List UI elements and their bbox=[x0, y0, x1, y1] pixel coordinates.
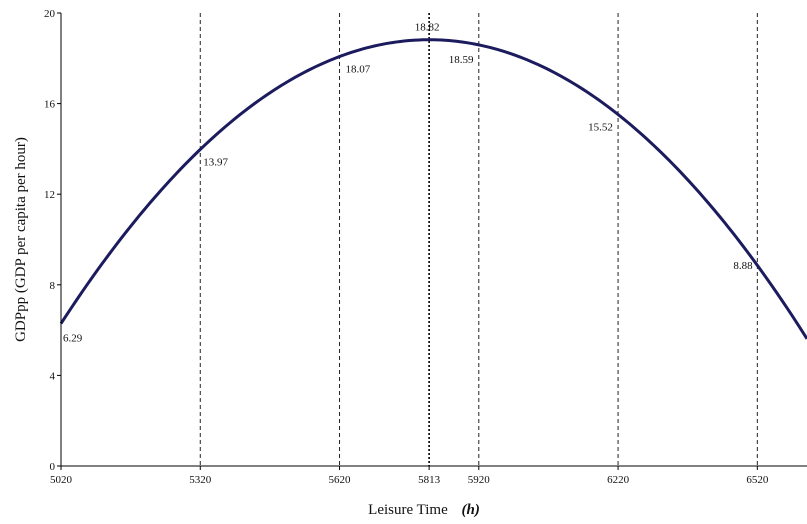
x-tick-label: 6220 bbox=[607, 474, 630, 486]
x-tick-label: 6520 bbox=[746, 474, 769, 486]
x-axis-title-text: Leisure Time bbox=[368, 502, 448, 518]
point-label: 15.52 bbox=[588, 121, 613, 133]
point-label: 18.59 bbox=[449, 54, 474, 66]
x-tick-label: 5620 bbox=[329, 474, 352, 486]
y-tick-label: 12 bbox=[44, 189, 55, 201]
x-axis-title-unit-open: ( bbox=[462, 502, 468, 518]
y-ticks: 0 4 8 12 16 20 bbox=[44, 8, 61, 473]
point-labels: 6.29 13.97 18.07 18.82 18.59 15.52 8.88 bbox=[63, 22, 753, 345]
point-label: 13.97 bbox=[203, 157, 228, 169]
gdppp-curve bbox=[59, 38, 807, 340]
x-tick-label: 5320 bbox=[189, 474, 212, 486]
x-tick-label: 5920 bbox=[468, 474, 491, 486]
y-tick-label: 16 bbox=[44, 99, 56, 111]
point-label: 8.88 bbox=[733, 260, 753, 272]
point-label: 6.29 bbox=[63, 333, 83, 345]
y-axis-title: GDPpp (GDP per capita per hour) bbox=[13, 137, 29, 342]
x-axis-title-unit: h bbox=[467, 502, 475, 518]
point-label: 18.82 bbox=[415, 22, 440, 34]
y-tick-label: 0 bbox=[50, 461, 56, 473]
point-label: 18.07 bbox=[346, 64, 371, 76]
x-ticks: 5020 5320 5620 5813 5920 6220 6520 bbox=[50, 466, 769, 486]
x-tick-label: 5813 bbox=[418, 474, 441, 486]
x-tick-label: 5020 bbox=[50, 474, 73, 486]
x-axis-title: Leisure Time (h) bbox=[368, 502, 480, 518]
x-axis-title-unit-close: ) bbox=[473, 502, 480, 518]
y-tick-label: 4 bbox=[50, 370, 56, 382]
vertical-reference-lines bbox=[199, 13, 758, 466]
y-tick-label: 8 bbox=[50, 280, 56, 292]
y-tick-label: 20 bbox=[44, 8, 56, 20]
